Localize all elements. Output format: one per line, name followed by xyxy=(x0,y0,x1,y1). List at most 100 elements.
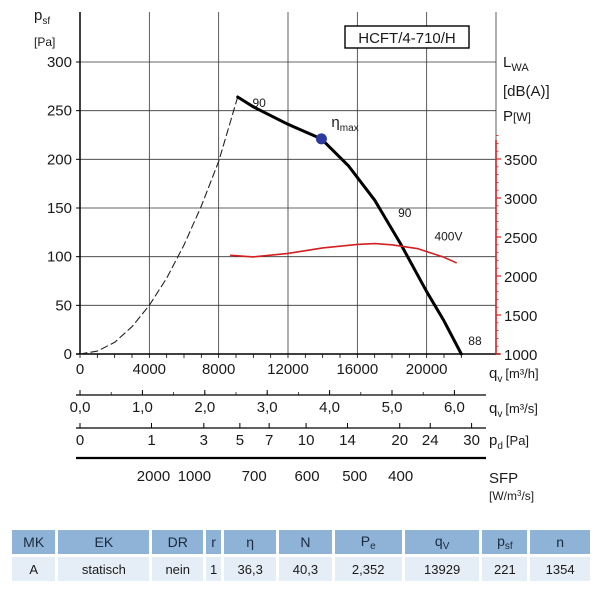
sfp-unit: [W/m3/s] xyxy=(489,489,534,503)
table-header-cell: qV xyxy=(404,530,480,554)
x-tick-label: 0 xyxy=(76,361,84,378)
lwa-label: LWA xyxy=(503,54,529,74)
pd-axis-label: pd [Pa] xyxy=(489,432,529,452)
header-main: N xyxy=(300,534,311,550)
model-label: HCFT/4-710/H xyxy=(358,30,456,47)
series-line-2 xyxy=(230,242,457,264)
y-axis-unit: [Pa] xyxy=(34,35,55,49)
model-label-box xyxy=(344,25,470,49)
x-tick-label: 16000 xyxy=(336,361,378,378)
sfp-tick-label: 700 xyxy=(242,468,267,485)
table-header-cell: n xyxy=(530,530,590,554)
tick-labels: 0 50 100 150 200 250 300 1000 1500 2000 2500 3000 35… xyxy=(47,54,537,378)
curve-annotation: 90 xyxy=(398,206,412,220)
header-main: p xyxy=(497,532,505,549)
curve-annotation: 88 xyxy=(468,334,482,348)
qs-tick-label: 6,0 xyxy=(444,399,465,416)
operating-point xyxy=(315,133,327,145)
right-tick-label: 3500 xyxy=(504,152,537,169)
table-header-cell: η xyxy=(224,530,277,554)
header-sub: sf xyxy=(504,540,513,552)
header-sub: V xyxy=(442,540,450,552)
y-tick-label: 100 xyxy=(47,249,72,266)
header-main: r xyxy=(211,534,216,550)
table-header-cell: Pe xyxy=(334,530,402,554)
qh-axis-label: qv [m³/h] xyxy=(489,365,539,385)
table-cell: 40,3 xyxy=(279,557,332,581)
pd-tick-label: 20 xyxy=(391,432,408,449)
y-tick-label: 50 xyxy=(55,297,72,314)
pd-tick-label: 1 xyxy=(147,432,155,449)
pd-tick-label: 0 xyxy=(76,432,84,449)
sfp-tick-label: 1000 xyxy=(178,468,211,485)
table-cell: 2,352 xyxy=(334,557,402,581)
power-label: P[W] xyxy=(503,108,531,125)
sfp-label: SFP xyxy=(489,470,518,487)
table-header-row: MK EK DR r η N Pe qV psf n xyxy=(12,530,590,554)
right-tick-label: 2500 xyxy=(504,230,537,247)
curve-annotation: 90 xyxy=(252,96,266,110)
header-main: n xyxy=(556,534,565,550)
qs-tick-label: 0,0 xyxy=(70,399,91,416)
curves: ηmax 90 90 88 400V xyxy=(79,95,482,356)
table-cell: statisch xyxy=(58,557,150,581)
series-line-1 xyxy=(236,95,463,356)
table-cell: nein xyxy=(152,557,204,581)
x-tick-label: 4000 xyxy=(133,361,166,378)
y-tick-label: 200 xyxy=(47,151,72,168)
sfp-tick-label: 500 xyxy=(342,468,367,485)
table-cell: A xyxy=(12,557,56,581)
x-tick-label: 20000 xyxy=(406,361,448,378)
x-tick-label: 12000 xyxy=(267,361,309,378)
qs-tick-label: 5,0 xyxy=(382,399,403,416)
table-cell: 36,3 xyxy=(224,557,277,581)
qs-axis-label: qv [m³/s] xyxy=(489,400,538,420)
right-tick-label: 1000 xyxy=(504,347,537,364)
table-header-cell: DR xyxy=(152,530,204,554)
qs-tick-label: 3,0 xyxy=(257,399,278,416)
y-tick-label: 250 xyxy=(47,103,72,120)
qs-tick-label: 1,0 xyxy=(132,399,153,416)
table-header-cell: psf xyxy=(482,530,528,554)
pd-tick-label: 14 xyxy=(339,432,356,449)
curve-annotation: 400V xyxy=(434,230,462,244)
secondary-scales: 0,0 1,0 2,0 3,0 4,0 5,0 6,0 0 1 3 5 7 10 14 20 24 30 2000… xyxy=(70,390,486,485)
header-main: q xyxy=(434,532,443,549)
series-line-0 xyxy=(79,96,239,355)
sfp-tick-label: 600 xyxy=(295,468,320,485)
x-tick-label: 8000 xyxy=(202,361,235,378)
header-main: DR xyxy=(167,534,188,550)
pd-tick-label: 3 xyxy=(200,432,208,449)
right-tick-label: 2000 xyxy=(504,269,537,286)
table-header-cell: N xyxy=(279,530,332,554)
table-cell: 13929 xyxy=(404,557,480,581)
lwa-unit: [dB(A)] xyxy=(503,83,550,100)
qs-tick-label: 4,0 xyxy=(319,399,340,416)
header-sub: e xyxy=(370,540,376,552)
header-main: MK xyxy=(23,534,45,550)
table-header-cell: r xyxy=(206,530,222,554)
pd-tick-label: 7 xyxy=(265,432,273,449)
table-cell: 1 xyxy=(206,557,222,581)
eta-max-label: ηmax xyxy=(331,114,358,134)
axis-labels: HCFT/4-710/H psf [Pa] LWA [dB(A)] P[W] qv [m³/h… xyxy=(34,7,550,503)
table-header-cell: MK xyxy=(12,530,56,554)
y-tick-label: 0 xyxy=(64,346,72,363)
right-tick-label: 3000 xyxy=(504,191,537,208)
pd-tick-label: 5 xyxy=(236,432,244,449)
header-main: P xyxy=(360,532,371,549)
table-header-cell: EK xyxy=(58,530,150,554)
y-tick-label: 300 xyxy=(47,54,72,71)
qs-tick-label: 2,0 xyxy=(194,399,215,416)
pd-tick-label: 24 xyxy=(422,432,439,449)
pd-tick-label: 30 xyxy=(463,432,480,449)
y-tick-label: 150 xyxy=(47,200,72,217)
header-main: EK xyxy=(94,534,114,550)
right-tick-label: 1500 xyxy=(504,308,537,325)
table-cell: 1354 xyxy=(530,557,590,581)
y-axis-label: psf xyxy=(34,7,50,27)
table-cell: 221 xyxy=(482,557,528,581)
